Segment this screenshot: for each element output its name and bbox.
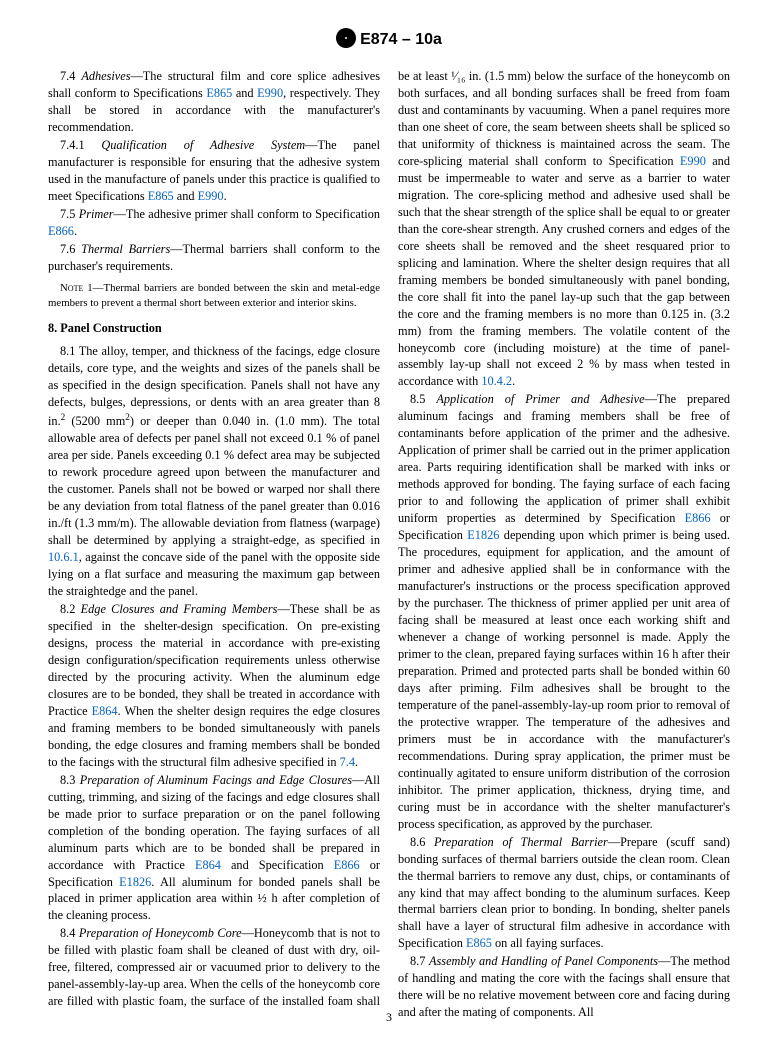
note-1: Note 1—Thermal barriers are bonded betwe… <box>48 281 380 311</box>
page-header: E874 – 10a <box>48 30 730 50</box>
para-7-4: 7.4 Adhesives—The structural film and co… <box>48 68 380 136</box>
section-8-title: 8. Panel Construction <box>48 320 380 337</box>
ref-link[interactable]: 10.4.2 <box>481 374 512 388</box>
para-8-6: 8.6 Preparation of Thermal Barrier—Prepa… <box>398 834 730 953</box>
ref-link[interactable]: E864 <box>195 858 221 872</box>
ref-link[interactable]: E865 <box>466 936 492 950</box>
body-columns: 7.4 Adhesives—The structural film and co… <box>48 68 730 1021</box>
para-8-3: 8.3 Preparation of Aluminum Facings and … <box>48 772 380 925</box>
para-7-6: 7.6 Thermal Barriers—Thermal barriers sh… <box>48 241 380 275</box>
ref-link[interactable]: E1826 <box>467 528 499 542</box>
ref-link[interactable]: E866 <box>48 224 74 238</box>
ref-link[interactable]: E866 <box>334 858 360 872</box>
ref-link[interactable]: E1826 <box>119 875 151 889</box>
ref-link[interactable]: E990 <box>257 86 283 100</box>
ref-link[interactable]: E990 <box>198 189 224 203</box>
para-8-5: 8.5 Application of Primer and Adhesive—T… <box>398 391 730 832</box>
para-7-5: 7.5 Primer—The adhesive primer shall con… <box>48 206 380 240</box>
para-7-4-1: 7.4.1 Qualification of Adhesive System—T… <box>48 137 380 205</box>
ref-link[interactable]: E990 <box>680 154 706 168</box>
para-8-1: 8.1 The alloy, temper, and thickness of … <box>48 343 380 600</box>
ref-link[interactable]: 10.6.1 <box>48 550 79 564</box>
designation: E874 – 10a <box>360 31 442 48</box>
para-8-2: 8.2 Edge Closures and Framing Members—Th… <box>48 601 380 771</box>
ref-link[interactable]: E865 <box>148 189 174 203</box>
ref-link[interactable]: E865 <box>206 86 232 100</box>
ref-link[interactable]: E864 <box>92 704 118 718</box>
astm-logo-icon <box>336 28 356 48</box>
ref-link[interactable]: E866 <box>685 511 711 525</box>
page-number: 3 <box>0 1010 778 1025</box>
document-page: E874 – 10a 7.4 Adhesives—The structural … <box>0 0 778 1041</box>
ref-link[interactable]: 7.4 <box>340 755 355 769</box>
